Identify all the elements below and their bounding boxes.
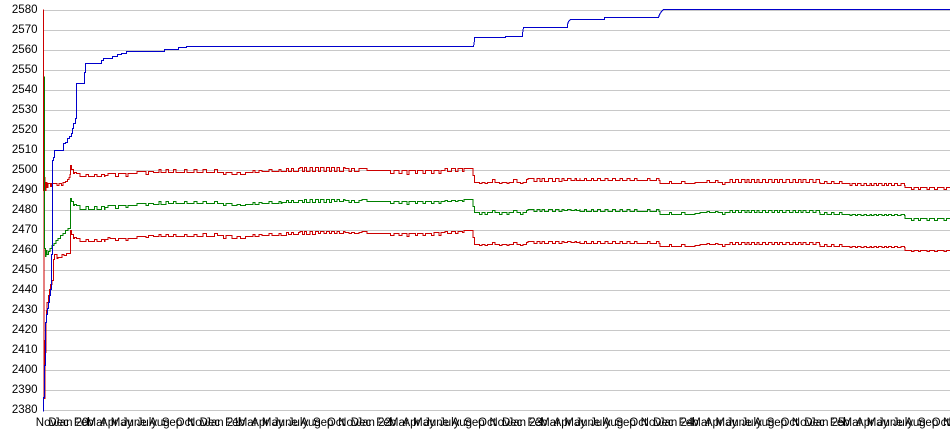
svg-text:Apr: Apr (554, 417, 572, 429)
svg-text:Dec: Dec (200, 417, 221, 429)
svg-text:2410: 2410 (12, 344, 38, 356)
svg-text:Mar: Mar (540, 417, 560, 429)
svg-text:Jan 23: Jan 23 (508, 417, 543, 429)
svg-text:2520: 2520 (12, 124, 38, 136)
svg-text:Oct: Oct (629, 417, 648, 429)
svg-text:2510: 2510 (12, 144, 38, 156)
svg-text:Apr: Apr (100, 417, 118, 429)
svg-text:2580: 2580 (12, 4, 38, 16)
svg-text:Nov: Nov (338, 417, 359, 429)
svg-text:Dec: Dec (653, 417, 674, 429)
svg-text:2380: 2380 (12, 404, 38, 416)
svg-text:Feb: Feb (225, 417, 245, 429)
svg-text:May: May (262, 417, 284, 429)
svg-text:2480: 2480 (12, 204, 38, 216)
svg-text:Mar: Mar (238, 417, 258, 429)
svg-text:June: June (575, 417, 600, 429)
svg-text:2450: 2450 (12, 264, 38, 276)
svg-text:May: May (111, 417, 133, 429)
svg-text:July: July (137, 417, 158, 429)
svg-text:Aug: Aug (905, 417, 925, 429)
svg-text:Feb: Feb (679, 417, 699, 429)
svg-text:Aug: Aug (300, 417, 320, 429)
svg-text:2500: 2500 (12, 164, 38, 176)
svg-text:Oct: Oct (478, 417, 497, 429)
svg-text:Nov: Nov (792, 417, 813, 429)
svg-text:Jan 21: Jan 21 (205, 417, 240, 429)
svg-text:Apr: Apr (251, 417, 269, 429)
svg-text:Oct: Oct (932, 417, 950, 429)
svg-text:Sep: Sep (313, 417, 333, 429)
svg-text:Aug: Aug (452, 417, 472, 429)
svg-text:Jan 20: Jan 20 (54, 417, 89, 429)
svg-text:2490: 2490 (12, 184, 38, 196)
svg-text:Aug: Aug (603, 417, 623, 429)
svg-text:2430: 2430 (12, 304, 38, 316)
svg-text:Jan 24: Jan 24 (659, 417, 694, 429)
svg-text:Mar: Mar (842, 417, 862, 429)
svg-text:Nov: Nov (943, 417, 950, 429)
svg-text:Sep: Sep (615, 417, 635, 429)
svg-text:2540: 2540 (12, 84, 38, 96)
svg-text:Dec: Dec (48, 417, 69, 429)
svg-text:Apr: Apr (705, 417, 723, 429)
svg-text:2530: 2530 (12, 104, 38, 116)
svg-text:Sep: Sep (464, 417, 484, 429)
svg-text:May: May (413, 417, 435, 429)
svg-text:June: June (273, 417, 298, 429)
svg-text:May: May (716, 417, 738, 429)
svg-text:Mar: Mar (86, 417, 106, 429)
svg-text:May: May (867, 417, 889, 429)
svg-text:Feb: Feb (74, 417, 94, 429)
svg-text:2420: 2420 (12, 324, 38, 336)
svg-text:Oct: Oct (176, 417, 195, 429)
svg-text:Apr: Apr (856, 417, 874, 429)
svg-text:Aug: Aug (754, 417, 774, 429)
svg-text:Oct: Oct (780, 417, 799, 429)
svg-text:June: June (878, 417, 903, 429)
svg-text:June: June (727, 417, 752, 429)
svg-text:July: July (439, 417, 460, 429)
svg-text:Jan 22: Jan 22 (356, 417, 391, 429)
svg-text:Apr: Apr (402, 417, 420, 429)
svg-text:May: May (564, 417, 586, 429)
svg-text:2440: 2440 (12, 284, 38, 296)
svg-text:Aug: Aug (149, 417, 169, 429)
svg-text:Nov: Nov (489, 417, 510, 429)
svg-text:July: July (741, 417, 762, 429)
svg-text:Nov: Nov (36, 417, 57, 429)
svg-text:Sep: Sep (767, 417, 787, 429)
svg-text:Dec: Dec (804, 417, 825, 429)
svg-text:July: July (288, 417, 309, 429)
svg-text:Feb: Feb (527, 417, 547, 429)
svg-text:Feb: Feb (376, 417, 396, 429)
svg-text:2460: 2460 (12, 244, 38, 256)
svg-text:2570: 2570 (12, 24, 38, 36)
svg-text:June: June (122, 417, 147, 429)
svg-text:July: July (590, 417, 611, 429)
svg-text:2470: 2470 (12, 224, 38, 236)
svg-text:Nov: Nov (187, 417, 208, 429)
svg-text:Dec: Dec (502, 417, 523, 429)
svg-text:July: July (893, 417, 914, 429)
svg-text:Mar: Mar (389, 417, 409, 429)
svg-text:Feb: Feb (830, 417, 850, 429)
svg-text:2560: 2560 (12, 44, 38, 56)
svg-text:2550: 2550 (12, 64, 38, 76)
svg-text:Oct: Oct (327, 417, 346, 429)
svg-text:2390: 2390 (12, 384, 38, 396)
svg-text:Sep: Sep (162, 417, 182, 429)
svg-text:Mar: Mar (691, 417, 711, 429)
svg-text:2400: 2400 (12, 364, 38, 376)
svg-text:Nov: Nov (641, 417, 662, 429)
svg-text:Jan 25: Jan 25 (810, 417, 845, 429)
svg-text:Sep: Sep (918, 417, 938, 429)
svg-text:Dec: Dec (351, 417, 372, 429)
svg-text:June: June (424, 417, 449, 429)
